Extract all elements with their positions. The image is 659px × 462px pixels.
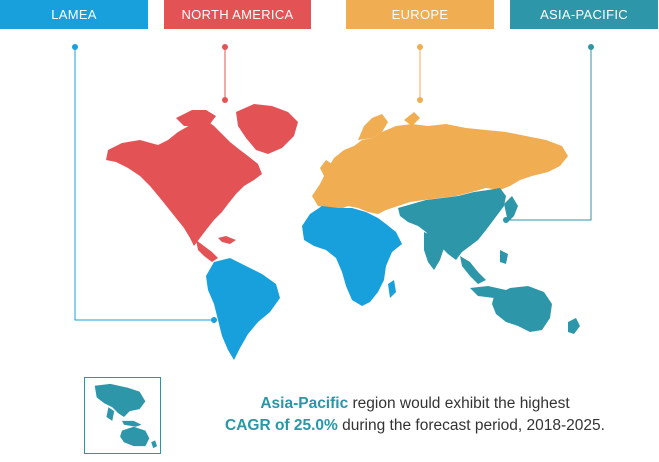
leader-line-lamea (74, 47, 214, 321)
dot-lamea-top (72, 44, 78, 50)
dot-europe-top (417, 44, 423, 50)
uk-ireland (320, 160, 332, 176)
leader-line-asia-pacific (506, 47, 592, 221)
leader-lines (74, 47, 592, 321)
tab-north-america: NORTH AMERICA (164, 0, 311, 29)
greenland (236, 104, 298, 154)
callout-text: Asia-Pacific region would exhibit the hi… (180, 393, 650, 437)
asia-pacific-inset-map (84, 377, 161, 454)
europe-russia (312, 124, 568, 214)
new-zealand (568, 318, 580, 334)
region-asia-pacific (398, 188, 580, 334)
philippines (500, 250, 508, 264)
tab-asia-pacific: ASIA-PACIFIC (510, 0, 658, 29)
dot-north-america-end (222, 97, 228, 103)
tab-lamea: LAMEA (0, 0, 148, 29)
region-north-america (106, 104, 298, 262)
callout-text-part4: during the forecast period, 2018-2025. (337, 417, 605, 434)
japan (504, 196, 518, 222)
central-america (196, 240, 218, 262)
callout-line-2: CAGR of 25.0% during the forecast period… (180, 415, 650, 437)
dot-north-america-top (222, 44, 228, 50)
callout-highlight-region: Asia-Pacific (260, 395, 349, 412)
callout-highlight-cagr: CAGR of 25.0% (225, 417, 338, 434)
india (424, 232, 444, 270)
south-america (206, 258, 280, 360)
inset-map-graphic (94, 383, 158, 449)
australia (492, 286, 552, 332)
arctic-islands (176, 110, 216, 126)
north-america-mainland (106, 120, 262, 246)
dot-asia-pacific-top (588, 44, 594, 50)
callout-line-1: Asia-Pacific region would exhibit the hi… (180, 393, 650, 415)
leader-dots (72, 44, 594, 323)
dot-europe-end (417, 97, 423, 103)
madagascar (388, 280, 396, 298)
scandinavia (358, 114, 388, 140)
caribbean (218, 236, 236, 244)
inset-india (106, 407, 115, 421)
region-europe (312, 112, 568, 214)
southeast-asia (460, 256, 486, 284)
inset-islands (122, 420, 142, 427)
asia-mainland (398, 188, 506, 260)
inset-new-zealand (151, 440, 158, 449)
novaya-zemlya (404, 112, 420, 126)
region-lamea (206, 206, 402, 360)
africa-middle-east (302, 206, 402, 306)
callout-text-part2: region would exhibit the highest (348, 395, 570, 412)
inset-australia (120, 426, 150, 447)
inset-asia (94, 383, 146, 417)
tab-europe: EUROPE (346, 0, 494, 29)
dot-lamea-end (211, 317, 217, 323)
